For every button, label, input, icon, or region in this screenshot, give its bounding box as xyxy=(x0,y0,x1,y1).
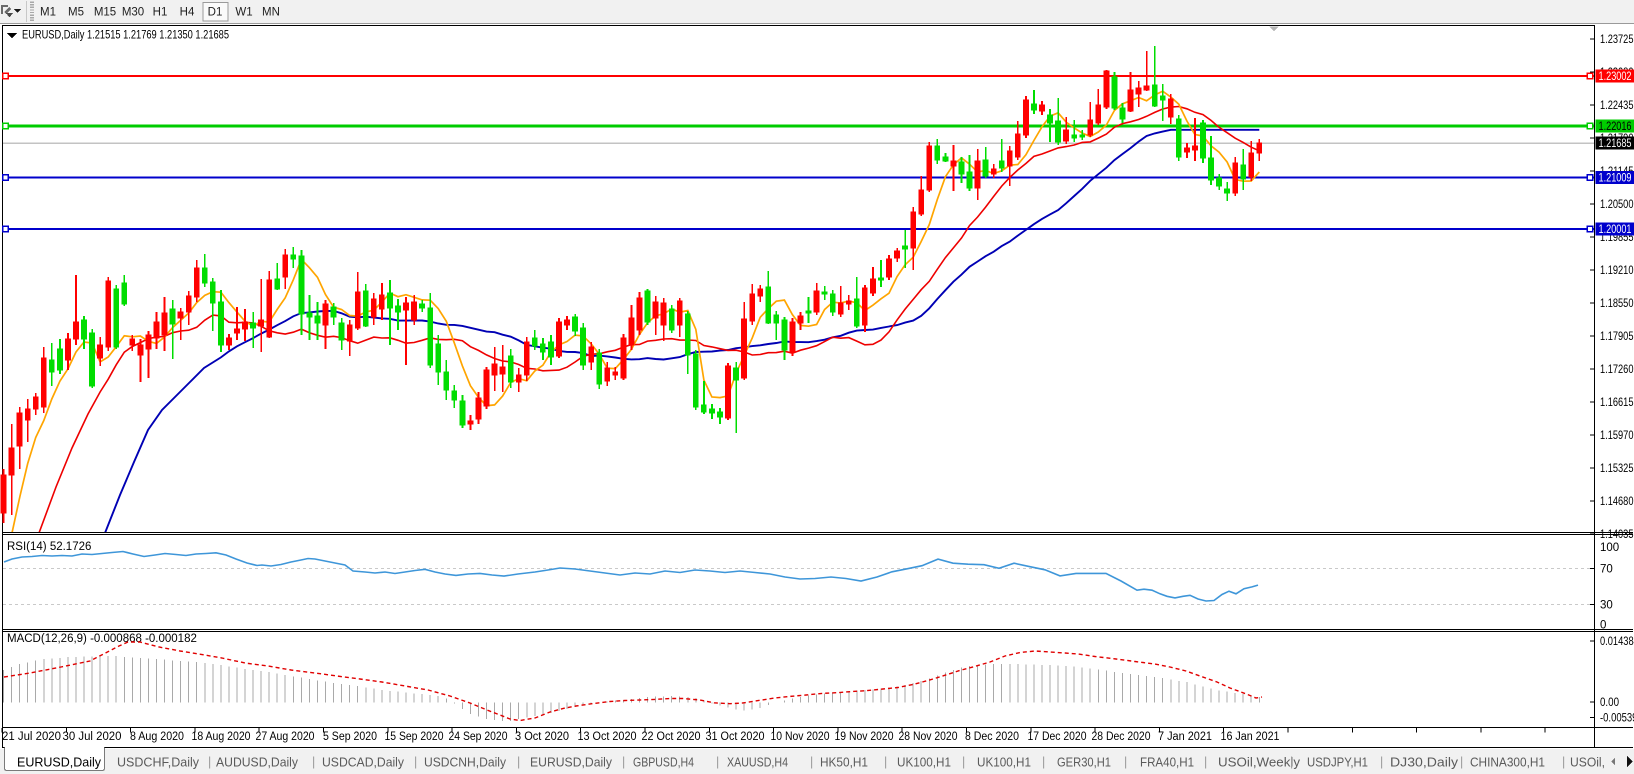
svg-text:1.16615: 1.16615 xyxy=(1600,397,1634,409)
svg-text:1.14035: 1.14035 xyxy=(1600,529,1634,541)
svg-text:0: 0 xyxy=(1600,620,1606,632)
svg-text:UK100,H1: UK100,H1 xyxy=(897,756,951,770)
svg-text:|: | xyxy=(810,755,813,769)
svg-text:|: | xyxy=(884,755,887,769)
svg-text:1.23002: 1.23002 xyxy=(1599,71,1632,83)
svg-text:8 Aug 2020: 8 Aug 2020 xyxy=(130,731,184,743)
svg-text:HK50,H1: HK50,H1 xyxy=(820,756,868,770)
svg-text:1.21685: 1.21685 xyxy=(1599,138,1632,150)
svg-text:1.23725: 1.23725 xyxy=(1600,34,1634,46)
svg-text:FRA40,H1: FRA40,H1 xyxy=(1140,756,1194,770)
svg-text:30 Jul 2020: 30 Jul 2020 xyxy=(63,731,122,743)
svg-text:|: | xyxy=(1290,755,1293,769)
svg-text:0.00: 0.00 xyxy=(1600,697,1619,709)
svg-text:MACD(12,26,9) -0.000868 -0.000: MACD(12,26,9) -0.000868 -0.000182 xyxy=(7,633,197,645)
svg-text:1.20001: 1.20001 xyxy=(1599,224,1632,236)
svg-text:1.22435: 1.22435 xyxy=(1600,100,1634,112)
svg-text:USDCHF,Daily: USDCHF,Daily xyxy=(117,756,200,770)
svg-text:|: | xyxy=(1204,755,1207,769)
svg-text:24 Sep 2020: 24 Sep 2020 xyxy=(449,731,508,743)
svg-text:|: | xyxy=(1042,755,1045,769)
svg-text:1.18550: 1.18550 xyxy=(1600,298,1634,310)
svg-text:5 Sep 2020: 5 Sep 2020 xyxy=(323,731,377,743)
svg-text:1.22016: 1.22016 xyxy=(1599,121,1632,133)
svg-text:15 Sep 2020: 15 Sep 2020 xyxy=(385,731,444,743)
svg-text:30: 30 xyxy=(1600,600,1613,612)
svg-text:CHINA300,H1: CHINA300,H1 xyxy=(1470,756,1545,770)
svg-text:22 Oct 2020: 22 Oct 2020 xyxy=(642,731,701,743)
svg-text:1.15325: 1.15325 xyxy=(1600,463,1634,475)
svg-text:19 Nov 2020: 19 Nov 2020 xyxy=(835,731,894,743)
svg-text:USOil,Weekly: USOil,Weekly xyxy=(1218,756,1301,770)
svg-text:H4: H4 xyxy=(180,7,195,19)
svg-text:70: 70 xyxy=(1600,564,1613,576)
svg-text:1.20500: 1.20500 xyxy=(1600,199,1634,211)
svg-text:USDCAD,Daily: USDCAD,Daily xyxy=(322,756,405,770)
svg-text:1.19210: 1.19210 xyxy=(1600,265,1634,277)
svg-text:H1: H1 xyxy=(153,7,168,19)
svg-text:1.17260: 1.17260 xyxy=(1600,364,1634,376)
svg-text:13 Oct 2020: 13 Oct 2020 xyxy=(578,731,637,743)
svg-text:EURUSD,Daily: EURUSD,Daily xyxy=(17,756,102,770)
svg-text:1.14680: 1.14680 xyxy=(1600,496,1634,508)
svg-text:3 Oct 2020: 3 Oct 2020 xyxy=(515,731,569,743)
svg-text:18 Aug 2020: 18 Aug 2020 xyxy=(192,731,251,743)
svg-text:|: | xyxy=(716,755,719,769)
svg-text:|: | xyxy=(1562,755,1565,769)
svg-text:28 Nov 2020: 28 Nov 2020 xyxy=(899,731,958,743)
svg-text:|: | xyxy=(1124,755,1127,769)
svg-text:XAUUSD,H4: XAUUSD,H4 xyxy=(727,756,788,770)
svg-text:|: | xyxy=(517,755,520,769)
svg-text:7 Jan 2021: 7 Jan 2021 xyxy=(1158,731,1212,743)
svg-text:GBPUSD,H4: GBPUSD,H4 xyxy=(633,756,694,770)
svg-text:M15: M15 xyxy=(94,7,116,19)
svg-text:0.0143840: 0.0143840 xyxy=(1600,636,1634,648)
svg-text:MN: MN xyxy=(262,7,280,19)
svg-text:8 Dec 2020: 8 Dec 2020 xyxy=(965,731,1019,743)
svg-text:GER30,H1: GER30,H1 xyxy=(1057,756,1111,770)
svg-text:D1: D1 xyxy=(208,7,223,19)
svg-text:1.17905: 1.17905 xyxy=(1600,331,1634,343)
svg-text:USDJPY,H1: USDJPY,H1 xyxy=(1307,756,1368,770)
svg-text:10 Nov 2020: 10 Nov 2020 xyxy=(771,731,830,743)
svg-text:27 Aug 2020: 27 Aug 2020 xyxy=(256,731,315,743)
svg-text:M5: M5 xyxy=(68,7,84,19)
svg-text:UK100,H1: UK100,H1 xyxy=(977,756,1031,770)
svg-text:|: | xyxy=(1460,755,1463,769)
svg-text:M30: M30 xyxy=(122,7,144,19)
svg-text:21 Jul 2020: 21 Jul 2020 xyxy=(2,731,61,743)
svg-text:|: | xyxy=(414,755,417,769)
svg-text:M1: M1 xyxy=(40,7,56,19)
svg-text:EURUSD,Daily: EURUSD,Daily xyxy=(530,756,613,770)
svg-text:RSI(14) 52.1726: RSI(14) 52.1726 xyxy=(7,541,91,553)
svg-text:17 Dec 2020: 17 Dec 2020 xyxy=(1028,731,1087,743)
svg-text:USOil,: USOil, xyxy=(1570,756,1605,770)
svg-text:USDCNH,Daily: USDCNH,Daily xyxy=(424,756,507,770)
svg-text:AUDUSD,Daily: AUDUSD,Daily xyxy=(216,756,299,770)
svg-text:|: | xyxy=(622,755,625,769)
svg-text:|: | xyxy=(1380,755,1383,769)
svg-text:1.21009: 1.21009 xyxy=(1599,173,1632,185)
svg-text:31 Oct 2020: 31 Oct 2020 xyxy=(706,731,765,743)
svg-text:DJ30,Daily: DJ30,Daily xyxy=(1390,756,1459,770)
svg-text:|: | xyxy=(312,755,315,769)
svg-text:100: 100 xyxy=(1600,542,1619,554)
svg-text:|: | xyxy=(962,755,965,769)
svg-text:16 Jan 2021: 16 Jan 2021 xyxy=(1221,731,1280,743)
svg-text:W1: W1 xyxy=(235,7,252,19)
svg-text:-0.0053900: -0.0053900 xyxy=(1600,713,1634,725)
svg-text:28 Dec 2020: 28 Dec 2020 xyxy=(1092,731,1151,743)
svg-text:1.15970: 1.15970 xyxy=(1600,430,1634,442)
svg-text:EURUSD,Daily 1.21515 1.21769: EURUSD,Daily 1.21515 1.21769 1.21350 1.2… xyxy=(22,28,229,42)
svg-text:|: | xyxy=(208,755,211,769)
